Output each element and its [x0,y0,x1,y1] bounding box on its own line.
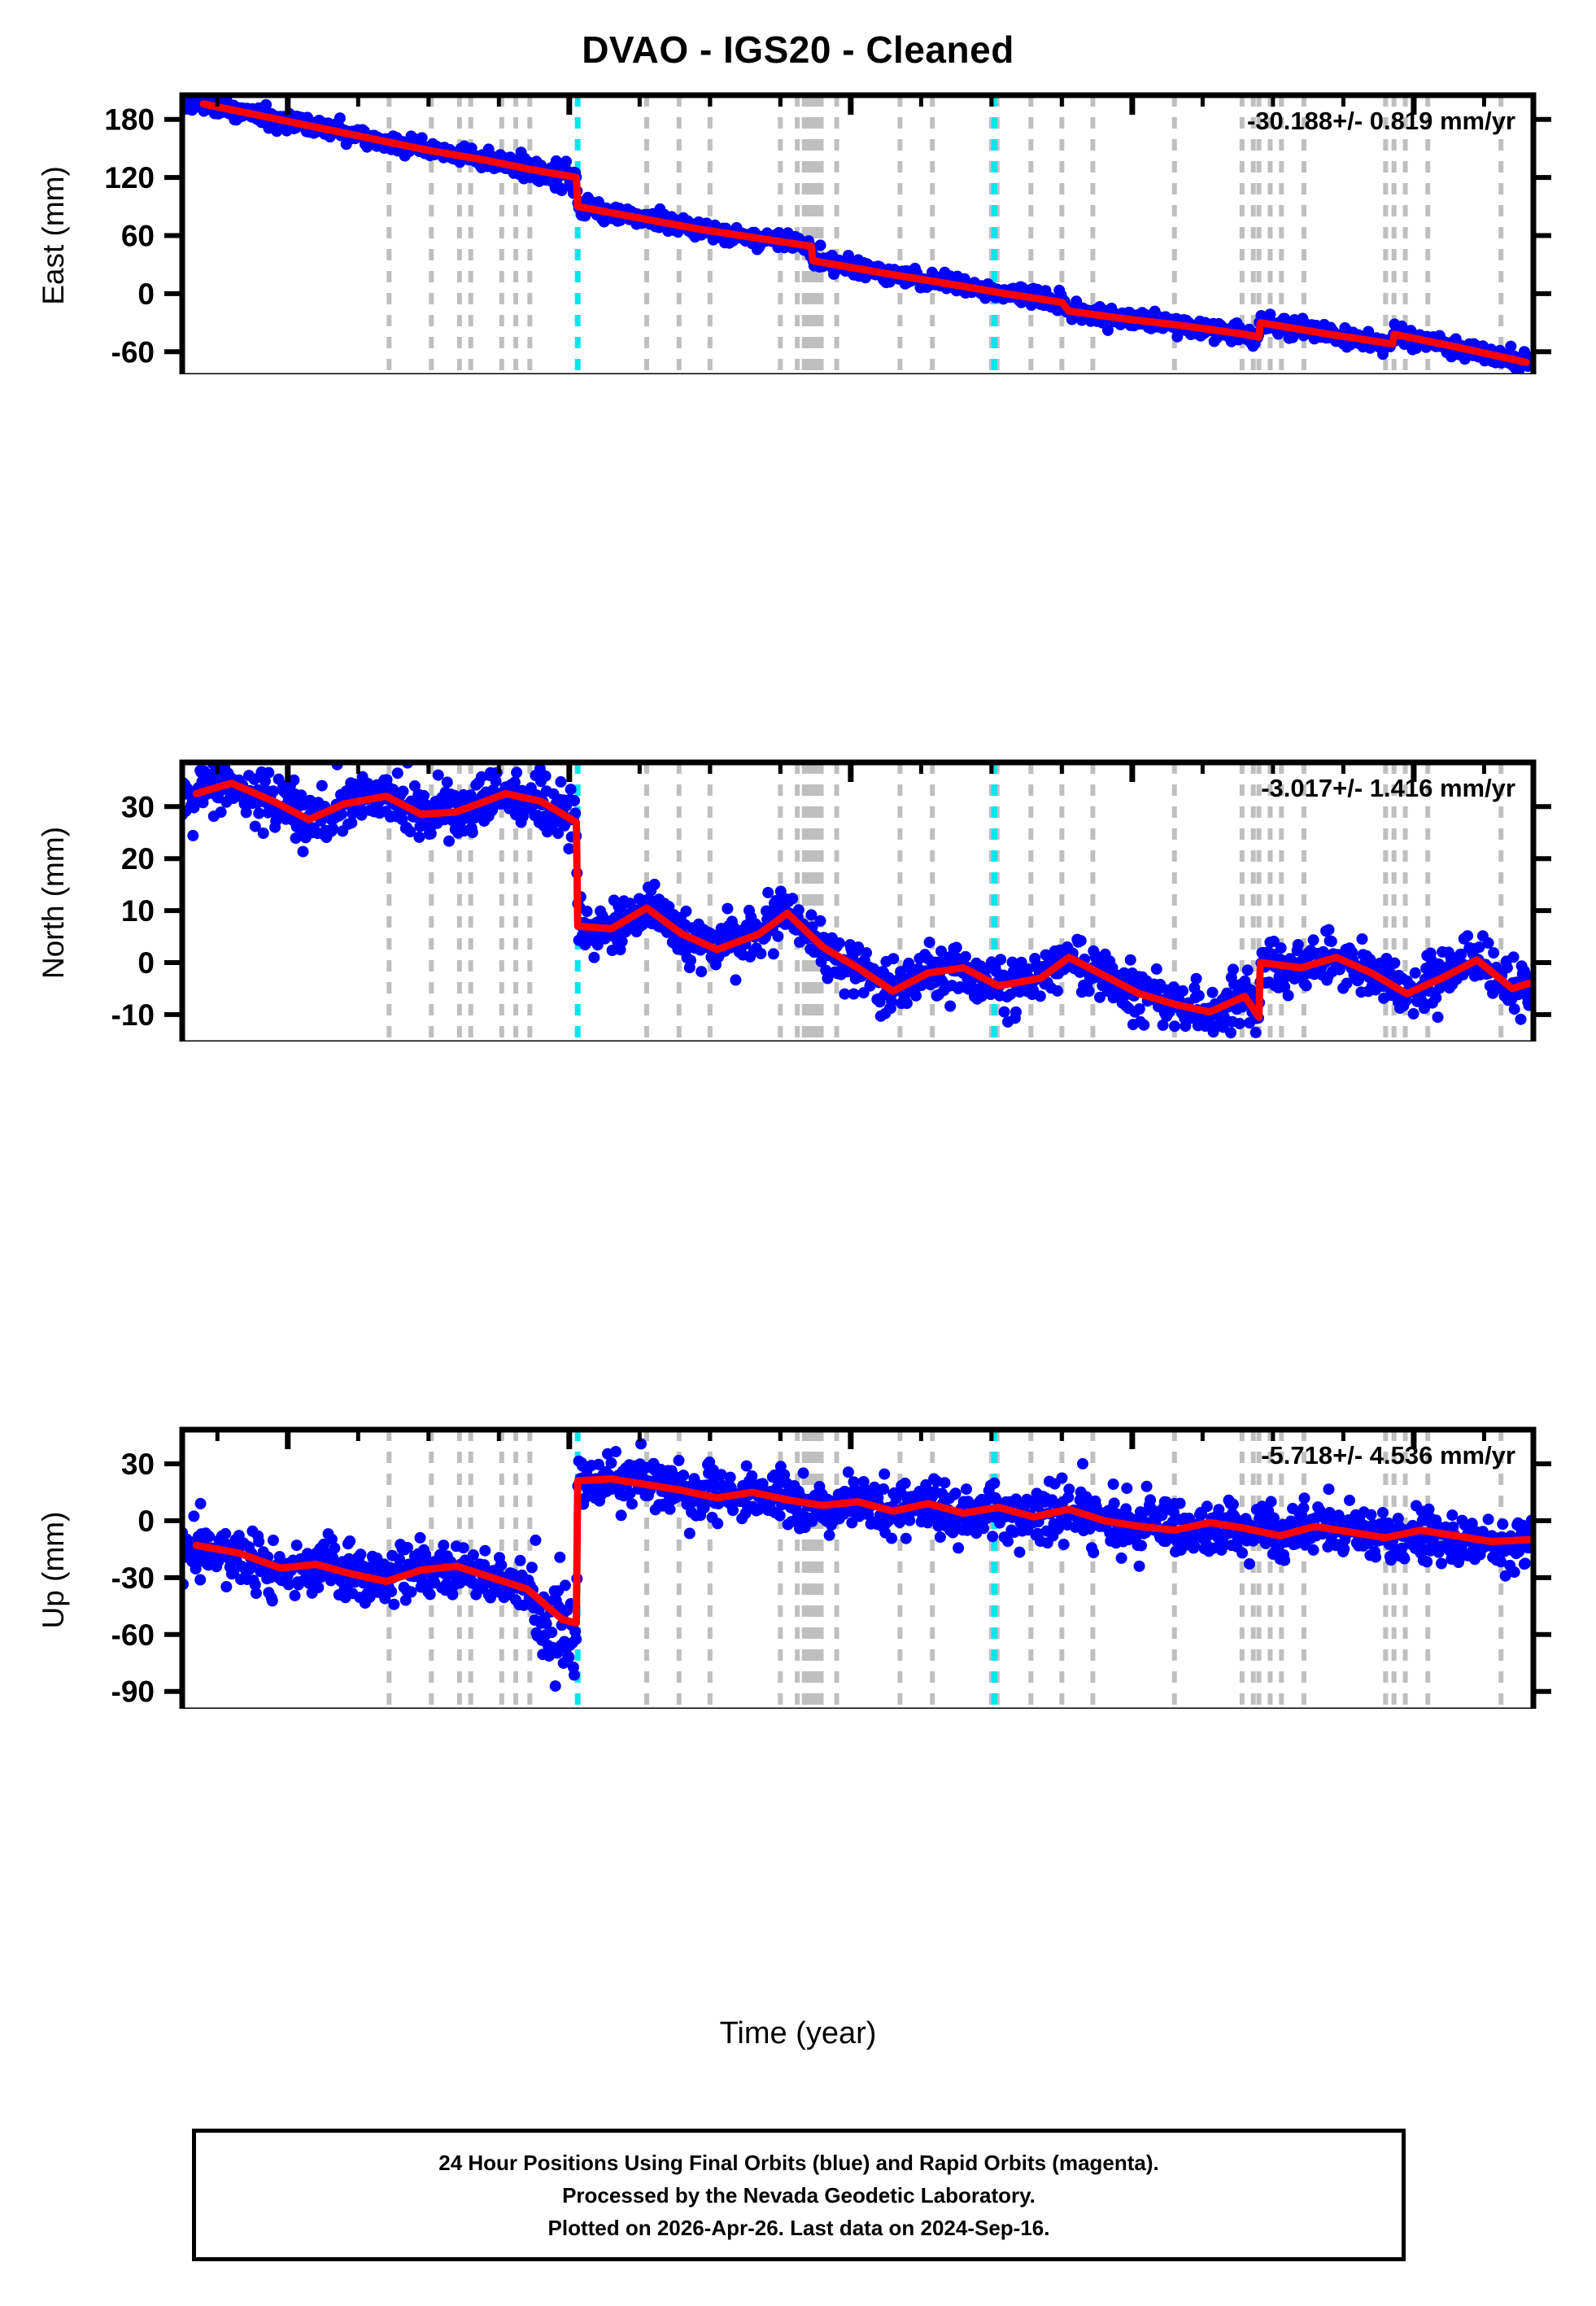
rate-annotation: -3.017+/- 1.416 mm/yr [1261,774,1515,802]
y-axis-label: Up (mm) [37,1512,70,1629]
rate-annotation: -30.188+/- 0.819 mm/yr [1247,107,1515,135]
caption-line-1: 24 Hour Positions Using Final Orbits (bl… [438,2150,1159,2175]
y-tick-label: 0 [137,946,155,980]
y-tick-label: -90 [111,1675,155,1709]
y-tick-label: 10 [121,894,155,928]
y-tick-label: 30 [121,790,155,823]
y-tick-label: 30 [121,1448,155,1481]
y-tick-label: 180 [104,103,155,137]
y-tick-label: 120 [104,161,155,194]
figure-caption-box: 24 Hour Positions Using Final Orbits (bl… [192,2129,1406,2261]
y-tick-label: 60 [121,220,155,253]
page-title: DVAO - IGS20 - Cleaned [582,28,1014,71]
y-tick-label: 20 [121,842,155,876]
x-axis-label: Time (year) [719,2016,877,2051]
y-tick-label: -60 [111,335,155,369]
y-axis-label: North (mm) [37,827,70,979]
rate-annotation: -5.718+/- 4.536 mm/yr [1261,1441,1515,1470]
y-axis-label: East (mm) [37,166,70,305]
y-tick-label: -30 [111,1561,155,1595]
caption-line-2: Processed by the Nevada Geodetic Laborat… [562,2182,1036,2208]
y-tick-label: -10 [111,998,155,1032]
panel-up: 300-30-60-9020162018202020222024Up (mm)-… [0,1383,1596,1709]
caption-line-3: Plotted on 2026-Apr-26. Last data on 202… [547,2215,1050,2240]
y-tick-label: 0 [137,277,155,311]
y-tick-label: 0 [137,1505,155,1538]
y-tick-label: -60 [111,1618,155,1652]
